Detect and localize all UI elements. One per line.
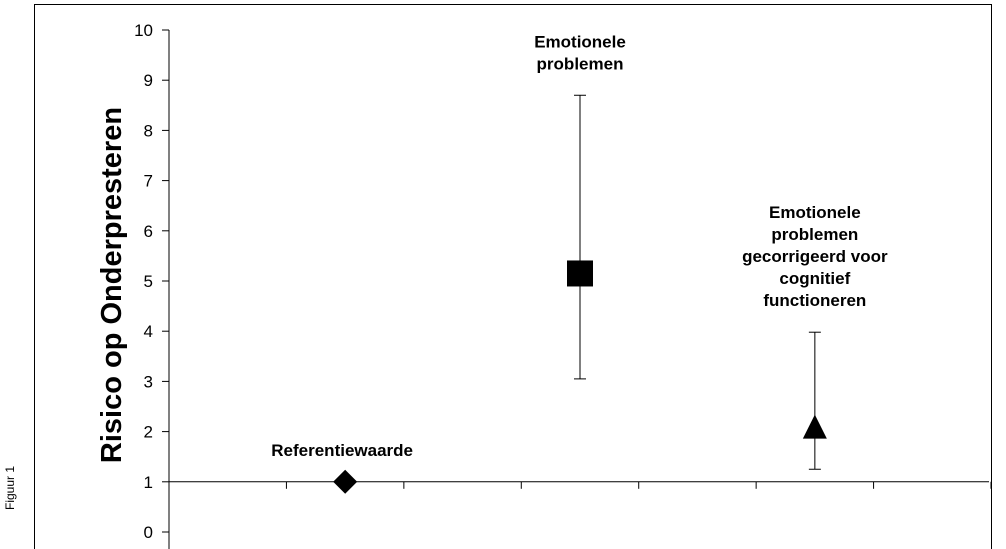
annotation-line: gecorrigeerd voor: [742, 247, 888, 266]
y-tick-label: 8: [144, 121, 153, 140]
annotation-line: problemen: [771, 225, 858, 244]
point-annotation: Emotionele problemen gecorrigeerd voor cogn…: [742, 203, 888, 310]
chart-frame: [34, 4, 992, 549]
y-tick-label: 3: [144, 372, 153, 391]
y-axis-label: Risico op Onderpresteren: [96, 107, 128, 463]
annotation-line: functioneren: [763, 291, 866, 310]
point-annotation: Referentiewaarde: [271, 441, 413, 460]
annotation-line: Emotionele: [769, 203, 861, 222]
point-diamond: [333, 469, 358, 494]
axes: 0 1 2 3 4 5 6 7 8 9 10: [134, 21, 992, 549]
y-tick-label: 1: [144, 473, 153, 492]
y-tick-label: 0: [144, 523, 153, 542]
point-triangle: [802, 414, 827, 439]
point-annotation: Emotionele problemen: [534, 32, 626, 73]
y-tick-label: 5: [144, 272, 153, 291]
y-tick-label: 9: [144, 71, 153, 90]
annotation-line: problemen: [537, 54, 624, 73]
y-tick-label: 10: [134, 21, 153, 40]
annotation-line: cognitief: [779, 269, 850, 288]
y-tick-label: 4: [144, 322, 153, 341]
annotation-line: Referentiewaarde: [271, 441, 413, 460]
y-tick-label: 2: [144, 423, 153, 442]
annotation-line: Emotionele: [534, 32, 626, 51]
point-square: [567, 260, 593, 287]
y-tick-label: 7: [144, 172, 153, 191]
y-tick-label: 6: [144, 222, 153, 241]
